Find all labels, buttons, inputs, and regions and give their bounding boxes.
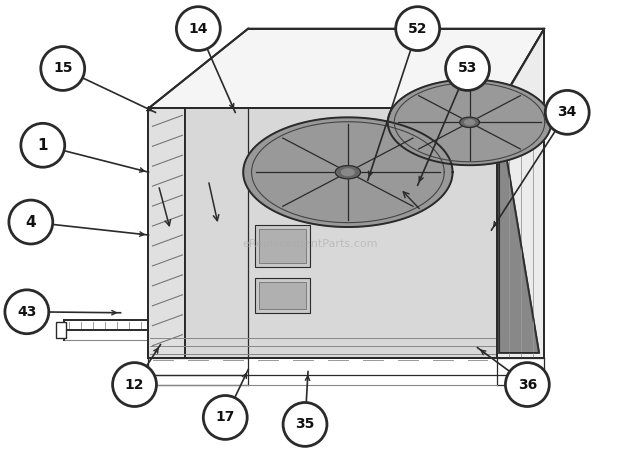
Circle shape	[177, 7, 220, 51]
Text: 53: 53	[458, 61, 477, 76]
Text: eReplacementParts.com: eReplacementParts.com	[242, 239, 378, 249]
Polygon shape	[243, 117, 453, 227]
Text: 43: 43	[17, 305, 37, 319]
Polygon shape	[500, 113, 539, 353]
Circle shape	[9, 200, 53, 244]
Bar	[255, 225, 310, 267]
Polygon shape	[342, 169, 354, 175]
Circle shape	[21, 123, 64, 167]
Circle shape	[41, 46, 85, 91]
Circle shape	[203, 395, 247, 439]
Circle shape	[546, 91, 589, 134]
Text: 34: 34	[557, 106, 577, 120]
Bar	[255, 278, 310, 313]
Circle shape	[396, 7, 440, 51]
Text: 4: 4	[25, 214, 36, 229]
Circle shape	[5, 290, 49, 334]
Bar	[259, 282, 306, 309]
Bar	[259, 229, 306, 263]
Text: 52: 52	[408, 22, 427, 36]
Text: 36: 36	[518, 378, 537, 392]
Polygon shape	[148, 29, 544, 108]
Circle shape	[446, 46, 489, 91]
Text: 17: 17	[216, 410, 235, 424]
Text: 15: 15	[53, 61, 73, 76]
Polygon shape	[459, 117, 479, 128]
Text: 35: 35	[295, 417, 315, 431]
Bar	[56, 322, 66, 338]
Polygon shape	[335, 166, 360, 179]
Polygon shape	[388, 79, 551, 165]
Polygon shape	[185, 108, 497, 358]
Circle shape	[505, 363, 549, 407]
Circle shape	[283, 402, 327, 446]
Text: 14: 14	[188, 22, 208, 36]
Text: 12: 12	[125, 378, 144, 392]
Polygon shape	[464, 120, 474, 125]
Text: 1: 1	[38, 138, 48, 153]
Polygon shape	[148, 108, 185, 358]
Circle shape	[113, 363, 156, 407]
Polygon shape	[497, 29, 544, 358]
